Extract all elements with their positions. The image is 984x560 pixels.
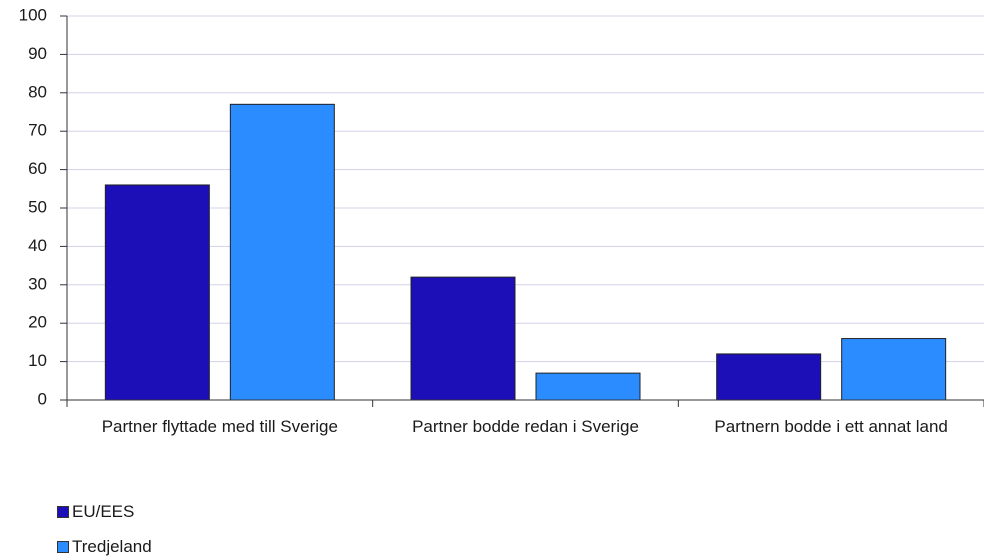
y-tick-label: 60 — [28, 159, 47, 178]
y-tick-label: 30 — [28, 274, 47, 293]
x-tick-label: Partner flyttade med till Sverige — [101, 417, 338, 436]
bar — [535, 372, 641, 401]
legend-item: Tredjeland — [57, 537, 152, 557]
bar — [229, 103, 335, 401]
bar — [410, 276, 516, 401]
legend-item: EU/EES — [57, 502, 134, 522]
y-tick-label: 0 — [38, 389, 47, 408]
legend-label: EU/EES — [72, 502, 135, 521]
x-tick-label: Partner bodde redan i Sverige — [412, 417, 639, 436]
y-tick-label: 90 — [28, 44, 47, 63]
y-tick-label: 100 — [19, 5, 47, 24]
legend-swatch — [57, 506, 69, 518]
y-tick-label: 50 — [28, 197, 47, 216]
y-tick-label: 70 — [28, 121, 47, 140]
legend-swatch — [57, 541, 69, 553]
bar — [104, 184, 210, 401]
bar — [841, 338, 947, 401]
y-tick-label: 20 — [28, 313, 47, 332]
y-tick-label: 40 — [28, 236, 47, 255]
bar — [716, 353, 822, 401]
y-tick-label: 10 — [28, 351, 47, 370]
legend-label: Tredjeland — [72, 537, 152, 556]
y-tick-label: 80 — [28, 82, 47, 101]
x-tick-label: Partnern bodde i ett annat land — [714, 417, 948, 436]
